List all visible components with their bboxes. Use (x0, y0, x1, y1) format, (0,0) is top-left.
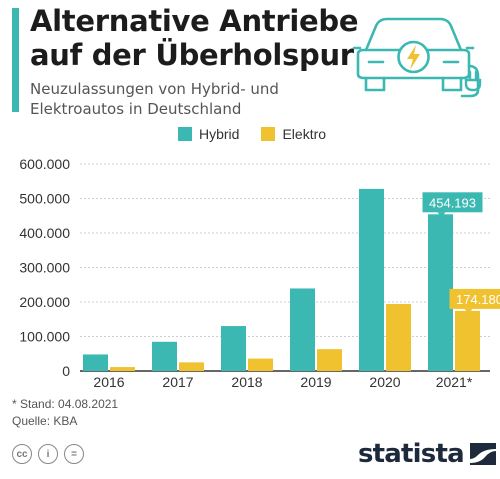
page-title: Alternative Antriebe auf der Überholspur (30, 4, 359, 72)
legend-label-elektro: Elektro (282, 126, 327, 142)
x-tick-label: 2019 (300, 374, 331, 390)
legend-label-hybrid: Hybrid (199, 126, 240, 142)
no-derivatives-icon: = (64, 444, 84, 464)
bar-elektro-2020 (386, 304, 411, 371)
title-line-2: auf der Überholspur (30, 38, 354, 72)
legend-item-hybrid: Hybrid (178, 126, 239, 142)
creative-commons-icon: cc (12, 444, 32, 464)
callout-pointer (464, 308, 473, 314)
electric-car-icon (352, 17, 482, 98)
statista-logo-text: statista (358, 439, 465, 469)
bar-elektro-2017 (179, 362, 204, 371)
legend-swatch-hybrid (178, 127, 192, 141)
footnote-note: * Stand: 04.08.2021 (12, 397, 119, 411)
callout-pointer (437, 212, 446, 218)
chart-legend: Hybrid Elektro (178, 126, 326, 142)
legend-item-elektro: Elektro (261, 126, 326, 142)
x-tick-label: 2021* (436, 374, 473, 390)
callout-box-elektro (449, 288, 500, 309)
y-tick-label: 600.000 (19, 156, 70, 172)
attribution-icon: i (38, 444, 58, 464)
y-tick-label: 0 (62, 363, 70, 379)
bar-hybrid-2020 (359, 188, 384, 371)
legend-swatch-elektro (261, 127, 276, 141)
x-tick-label: 2016 (93, 374, 124, 390)
callout-box-hybrid (422, 192, 483, 213)
footnote-source: Quelle: KBA (12, 414, 78, 428)
subtitle-line-1: Neuzulassungen von Hybrid- und (30, 80, 279, 98)
subtitle-line-2: Elektroautos in Deutschland (30, 100, 242, 118)
statista-brand: statista (358, 439, 498, 469)
bar-elektro-2016 (110, 367, 135, 371)
y-tick-label: 400.000 (19, 225, 70, 241)
y-tick-label: 500.000 (19, 191, 70, 207)
y-tick-label: 100.000 (19, 329, 70, 345)
bar-hybrid-2021 (428, 214, 453, 371)
y-tick-label: 200.000 (19, 294, 70, 310)
license-icons: cc i = (12, 444, 84, 464)
x-tick-label: 2018 (231, 374, 262, 390)
statista-logo-icon (469, 443, 496, 465)
bar-hybrid-2016 (83, 354, 108, 371)
lightning-bolt-icon (407, 45, 420, 70)
x-tick-label: 2020 (369, 374, 400, 390)
data-label-elektro: 174.180 (456, 292, 500, 307)
title-line-1: Alternative Antriebe (30, 4, 359, 38)
bar-chart: 0 100.000 200.000 300.000 400.000 500.000 600.… (19, 156, 500, 390)
x-tick-label: 2017 (162, 374, 193, 390)
bar-hybrid-2018 (221, 326, 246, 371)
bar-elektro-2021 (455, 310, 480, 371)
y-tick-label: 300.000 (19, 260, 70, 276)
title-accent-bar (12, 8, 19, 112)
bar-elektro-2018 (248, 358, 273, 371)
bar-hybrid-2019 (290, 288, 315, 371)
data-label-hybrid: 454.193 (429, 195, 476, 210)
bar-hybrid-2017 (152, 341, 177, 371)
bar-elektro-2019 (317, 349, 342, 371)
page-subtitle: Neuzulassungen von Hybrid- und Elektroau… (30, 79, 279, 119)
chart-footnote: * Stand: 04.08.2021 Quelle: KBA (12, 396, 118, 430)
